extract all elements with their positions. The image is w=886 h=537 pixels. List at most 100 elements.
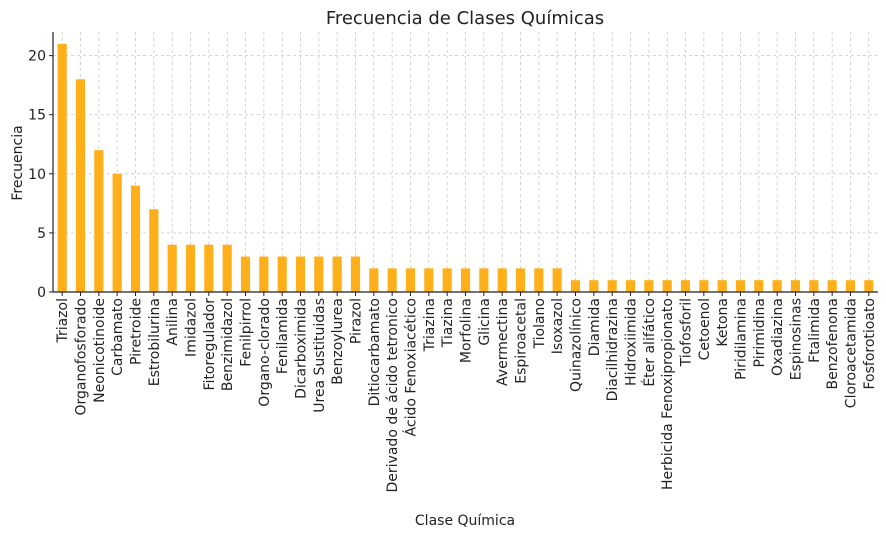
x-tick-label: Urea Sustituidas <box>312 298 328 413</box>
x-tick-label: Éter alifático <box>641 298 658 387</box>
bar <box>790 280 801 292</box>
x-tick-label: Benzoylurea <box>330 298 346 385</box>
x-tick-label: Neonicotinoide <box>92 298 108 403</box>
x-tick-label: Isoxazol <box>550 298 566 354</box>
x-tick-label: Fenilpirrol <box>239 298 255 367</box>
x-tick-label: Avermectina <box>495 298 511 386</box>
bar <box>387 268 397 292</box>
x-tick-label: Triazina <box>422 298 438 352</box>
x-tick-label: Organo-clorado <box>257 298 273 407</box>
bar <box>259 256 269 292</box>
bar <box>295 256 306 292</box>
x-tick-label: Tiofosforil <box>679 298 695 367</box>
x-tick-label: Fosforotioato <box>862 298 878 390</box>
x-tick-label: Pirimidina <box>752 298 768 367</box>
x-tick-label: Tiolano <box>532 298 548 349</box>
bar <box>130 185 141 292</box>
y-tick-label: 5 <box>37 226 46 242</box>
bar <box>75 79 86 292</box>
bar <box>497 268 507 292</box>
x-tick-label: Diamida <box>587 298 603 356</box>
bar <box>717 280 727 292</box>
x-tick-label: Morfolina <box>459 298 475 363</box>
bar <box>534 268 544 292</box>
chart-title: Frecuencia de Clases Químicas <box>326 8 604 29</box>
x-tick-label: Benzofenona <box>825 298 841 389</box>
x-tick-label: Fenilamida <box>275 298 291 374</box>
x-tick-label: Imidazol <box>184 298 200 357</box>
x-tick-label: Piridilamina <box>734 298 750 380</box>
bar <box>662 280 672 292</box>
bar <box>442 268 452 292</box>
bar <box>314 256 324 292</box>
x-tick-label: Glicina <box>477 298 493 346</box>
x-tick-label: Oxadiazina <box>770 298 786 376</box>
x-tick-label: Tiazina <box>440 298 456 348</box>
bar <box>57 43 67 293</box>
bar <box>112 173 122 292</box>
bar <box>570 280 581 292</box>
x-tick-label: Estrobilurina <box>147 298 163 386</box>
bar <box>369 268 379 292</box>
bar <box>680 280 691 292</box>
x-tick-label: Ácido Fenoxiacético <box>403 298 420 436</box>
bars <box>57 43 874 293</box>
y-axis-label: Frecuencia <box>10 125 26 200</box>
bar <box>240 256 251 292</box>
x-tick-label: Espiroacetal <box>514 298 530 384</box>
x-tick-label: Herbicida Fenoxipropionato <box>660 298 676 490</box>
x-tick-label: Ftalimida <box>807 298 823 363</box>
bar <box>167 244 177 292</box>
x-tick-label: Anilina <box>165 298 181 346</box>
bar <box>589 280 599 292</box>
bar <box>625 280 636 292</box>
y-ticks: 0 5 10 15 20 <box>28 49 53 301</box>
bar <box>699 280 709 292</box>
bar <box>424 268 434 292</box>
bar <box>332 256 342 292</box>
x-tick-label: Carbamato <box>110 298 126 376</box>
bar <box>864 280 874 292</box>
bar <box>552 268 562 292</box>
x-tick-label: Dicarboximida <box>294 298 310 399</box>
x-tick-label: Benzimidazol <box>220 298 236 391</box>
x-tick-label: Cetoenol <box>697 298 713 360</box>
bar <box>460 268 471 292</box>
bar <box>222 244 232 292</box>
bar <box>204 244 214 292</box>
bar <box>735 280 746 292</box>
bar <box>827 280 837 292</box>
bar <box>809 280 819 292</box>
x-tick-label: Organofosforado <box>74 298 90 416</box>
y-tick-label: 10 <box>28 167 46 183</box>
bar <box>644 280 654 292</box>
bar <box>94 150 104 292</box>
x-tick-label: Piretroide <box>129 298 145 365</box>
bar <box>149 209 159 292</box>
bar <box>607 280 617 292</box>
x-tick-label: Derivado de ácido tetronico <box>385 298 401 492</box>
x-tick-label: Fitoregulador <box>202 298 218 391</box>
bar <box>185 244 196 292</box>
x-tick-label: Ditiocarbamato <box>367 298 383 406</box>
x-axis-label: Clase Química <box>415 513 515 529</box>
bar <box>845 280 856 292</box>
y-tick-label: 0 <box>37 285 46 301</box>
y-tick-label: 15 <box>28 108 46 124</box>
bar <box>754 280 764 292</box>
x-tick-label: Diacilhidrazina <box>605 298 621 401</box>
axes-spines <box>52 32 878 293</box>
bar <box>772 280 782 292</box>
bar <box>350 256 361 292</box>
y-tick-label: 20 <box>28 49 46 65</box>
bar <box>515 268 526 292</box>
x-tick-label: Cloroacetamida <box>844 298 860 408</box>
bar <box>479 268 489 292</box>
x-tick-label: Pirazol <box>349 298 365 344</box>
bar <box>277 256 287 292</box>
x-tick-label: Triazol <box>55 298 71 344</box>
x-tick-label: Quinazolínico <box>569 298 585 392</box>
x-tick-label: Hidroxiimida <box>624 298 640 386</box>
bar <box>405 268 416 292</box>
